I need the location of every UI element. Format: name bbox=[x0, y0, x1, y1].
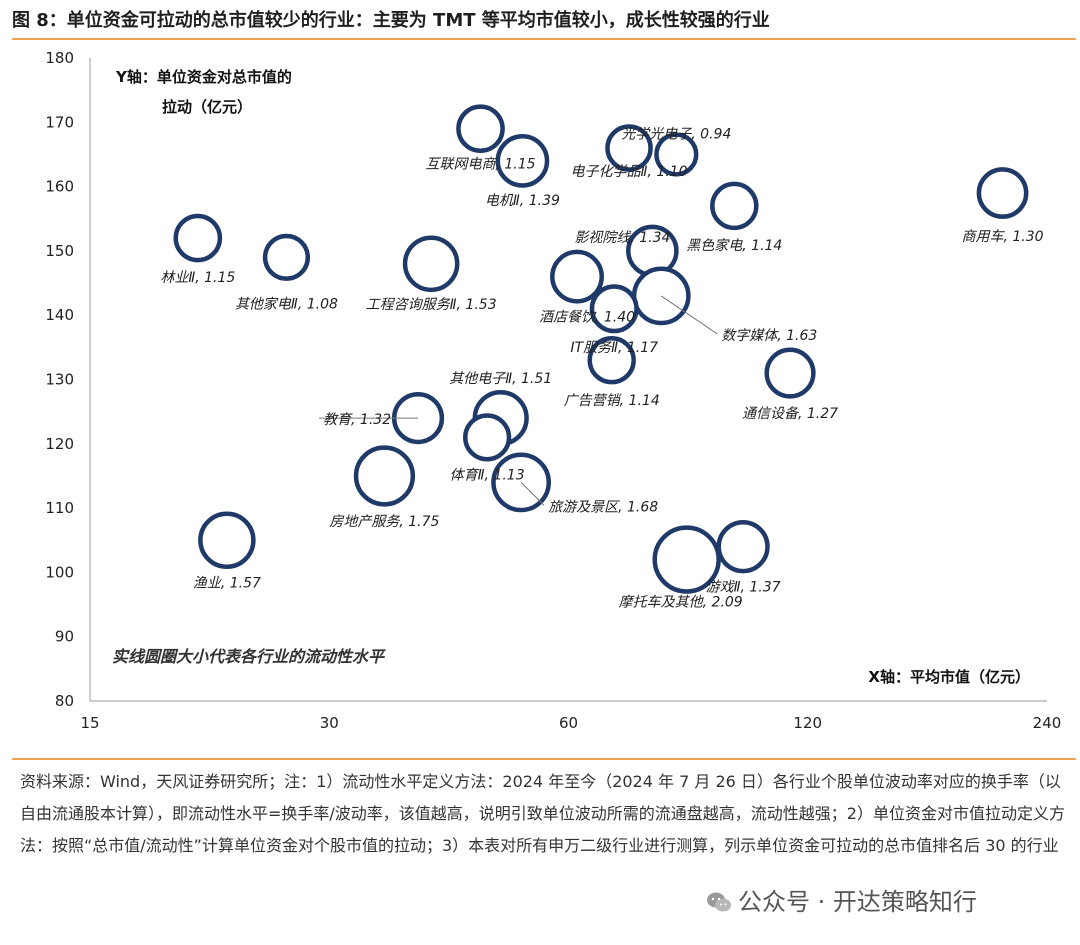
watermark-text: 公众号 · 开达策略知行 bbox=[738, 888, 977, 916]
bubble-label: 酒店餐饮, 1.40 bbox=[539, 310, 635, 326]
bubble-label: 旅游及景区, 1.68 bbox=[548, 499, 658, 515]
bubble-label: 摩托车及其他, 2.09 bbox=[619, 595, 743, 611]
bubble-label: 其他家电Ⅱ, 1.08 bbox=[235, 296, 338, 312]
y-tick-label: 120 bbox=[45, 435, 74, 453]
y-tick-label: 130 bbox=[45, 371, 74, 389]
bubble-label: 工程咨询服务Ⅱ, 1.53 bbox=[366, 297, 497, 313]
bubble-4 bbox=[976, 167, 1029, 219]
x-axis-title: X轴：平均市值（亿元） bbox=[868, 668, 1030, 686]
bubble-label: 体育Ⅱ, 1.13 bbox=[450, 467, 525, 483]
bubble-label: 光学光电子, 0.94 bbox=[621, 126, 731, 142]
bubble-1 bbox=[495, 134, 550, 188]
title-divider bbox=[12, 38, 1076, 40]
footer-divider bbox=[12, 758, 1076, 760]
watermark: 公众号 · 开达策略知行 bbox=[706, 882, 977, 917]
y-tick-label: 180 bbox=[45, 49, 74, 67]
bubble-22 bbox=[652, 525, 721, 594]
bubble-label: 林业Ⅱ, 1.15 bbox=[160, 270, 235, 286]
bubble-label: 影视院线, 1.34 bbox=[574, 230, 670, 246]
bubble-label: 广告营销, 1.14 bbox=[564, 393, 660, 409]
bubble-7 bbox=[262, 233, 311, 281]
bubble-13 bbox=[587, 335, 636, 385]
bubble-3 bbox=[654, 132, 699, 177]
bubble-label: 其他电子Ⅱ, 1.51 bbox=[449, 371, 552, 387]
y-tick-label: 140 bbox=[45, 306, 74, 324]
y-tick-label: 110 bbox=[45, 499, 74, 517]
x-tick-label: 60 bbox=[559, 714, 578, 732]
bubble-leader-line bbox=[660, 295, 718, 335]
bubbles bbox=[173, 104, 1029, 594]
bubble-label: 互联网电商, 1.15 bbox=[425, 157, 535, 173]
bubble-label: 房地产服务, 1.75 bbox=[329, 514, 439, 530]
bubble-label: 游戏Ⅱ, 1.37 bbox=[706, 580, 781, 596]
axes: 80 90 100 110 120 130 140 150 160 170 180 15 30 60 120… bbox=[45, 49, 1061, 732]
y-axis-title-line2: 拉动（亿元） bbox=[162, 98, 252, 116]
bubble-label: 电子化学品Ⅱ, 1.10 bbox=[571, 164, 688, 180]
bubble-labels: 互联网电商, 1.15 电机Ⅱ, 1.39 电子化学品Ⅱ, 1.10 光学光电子, 0… bbox=[160, 126, 1043, 610]
y-tick-label: 170 bbox=[45, 113, 74, 131]
bubble-14 bbox=[764, 347, 816, 399]
bubble-label: IT服务Ⅱ, 1.17 bbox=[570, 340, 658, 356]
y-tick-label: 90 bbox=[55, 628, 74, 646]
bubble-label: 通信设备, 1.27 bbox=[742, 406, 838, 422]
figure-title: 图 8：单位资金可拉动的总市值较少的行业：主要为 TMT 等平均市值较小，成长性… bbox=[12, 10, 770, 31]
x-tick-label: 30 bbox=[320, 714, 339, 732]
wechat-icon bbox=[707, 892, 731, 912]
bubble-21 bbox=[716, 520, 770, 574]
y-tick-label: 80 bbox=[55, 692, 74, 710]
x-tick-label: 120 bbox=[793, 714, 822, 732]
bubble-label: 电机Ⅱ, 1.39 bbox=[485, 193, 560, 209]
bubble-17 bbox=[463, 413, 512, 462]
x-tick-label: 15 bbox=[80, 714, 99, 732]
bubble-8 bbox=[402, 235, 460, 293]
bubble-20 bbox=[198, 511, 256, 569]
bubble-label: 黑色家电, 1.14 bbox=[686, 238, 782, 254]
y-tick-label: 160 bbox=[45, 178, 74, 196]
y-tick-label: 100 bbox=[45, 563, 74, 581]
y-axis-title-line1: Y轴：单位资金对总市值的 bbox=[115, 68, 292, 86]
bubble-leader-line bbox=[520, 482, 545, 506]
x-tick-label: 240 bbox=[1033, 714, 1062, 732]
footnote: 资料来源：Wind，天风证券研究所；注：1）流动性水平定义方法：2024 年至今… bbox=[20, 772, 1065, 855]
bubble-label: 商用车, 1.30 bbox=[962, 229, 1044, 245]
bubble-label: 教育, 1.32 bbox=[323, 412, 391, 428]
bubble-0 bbox=[456, 104, 505, 154]
y-tick-label: 150 bbox=[45, 242, 74, 260]
chart-annotation: 实线圆圈大小代表各行业的流动性水平 bbox=[112, 647, 386, 666]
bubble-2 bbox=[605, 124, 653, 172]
bubble-label: 数字媒体, 1.63 bbox=[721, 328, 817, 344]
bubble-label: 渔业, 1.57 bbox=[193, 575, 261, 591]
bubble-6 bbox=[173, 213, 223, 263]
bubble-18 bbox=[353, 445, 416, 507]
bubble-5 bbox=[710, 181, 759, 231]
bubble-chart: 80 90 100 110 120 130 140 150 160 170 180 15 30 60 120… bbox=[45, 49, 1061, 732]
bubble-10 bbox=[550, 249, 604, 304]
bubble-12 bbox=[589, 284, 639, 334]
